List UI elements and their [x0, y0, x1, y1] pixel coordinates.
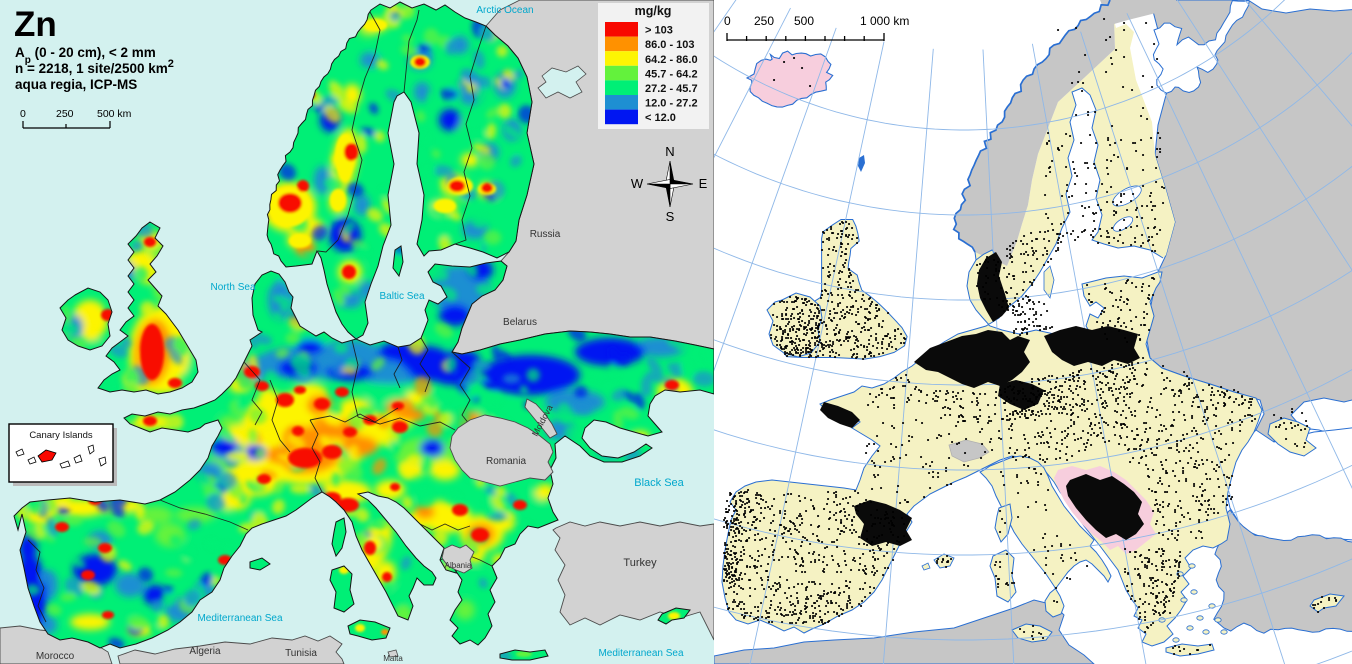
svg-text:Black Sea: Black Sea	[634, 477, 684, 489]
svg-text:Romania: Romania	[486, 456, 526, 467]
svg-text:45.7 - 64.2: 45.7 - 64.2	[645, 68, 698, 80]
svg-text:Mediterranean Sea: Mediterranean Sea	[598, 648, 683, 659]
svg-text:S: S	[666, 209, 675, 224]
svg-text:Morocco: Morocco	[36, 651, 75, 662]
svg-text:250: 250	[56, 108, 74, 120]
svg-text:N: N	[665, 144, 674, 159]
svg-text:Canary Islands: Canary Islands	[29, 430, 93, 441]
svg-text:< 12.0: < 12.0	[645, 112, 676, 124]
svg-text:Zn: Zn	[14, 5, 57, 44]
svg-text:500: 500	[794, 14, 814, 28]
svg-text:Algeria: Algeria	[189, 646, 221, 657]
svg-text:n = 2218, 1 site/2500 km2: n = 2218, 1 site/2500 km2	[15, 58, 174, 76]
svg-text:12.0 - 27.2: 12.0 - 27.2	[645, 98, 698, 110]
svg-text:Baltic Sea: Baltic Sea	[379, 291, 424, 302]
svg-text:North Sea: North Sea	[210, 282, 255, 293]
svg-text:W: W	[631, 176, 644, 191]
svg-text:0: 0	[20, 108, 26, 120]
svg-text:Arctic Ocean: Arctic Ocean	[476, 5, 533, 16]
svg-text:> 103: > 103	[645, 25, 673, 37]
svg-text:64.2 - 86.0: 64.2 - 86.0	[645, 54, 698, 66]
svg-text:mg/kg: mg/kg	[635, 4, 672, 18]
svg-text:Turkey: Turkey	[623, 557, 657, 569]
svg-text:86.0 - 103: 86.0 - 103	[645, 39, 695, 51]
svg-text:0: 0	[724, 14, 731, 28]
svg-text:250: 250	[754, 14, 774, 28]
svg-text:Malta: Malta	[383, 654, 403, 663]
svg-text:Belarus: Belarus	[503, 317, 537, 328]
svg-text:Mediterranean Sea: Mediterranean Sea	[197, 613, 282, 624]
svg-text:1 000 km: 1 000 km	[860, 14, 909, 28]
svg-text:Russia: Russia	[530, 229, 561, 240]
svg-text:Tunisia: Tunisia	[285, 648, 317, 659]
svg-text:500 km: 500 km	[97, 108, 132, 120]
svg-text:Albania: Albania	[445, 561, 472, 570]
svg-text:27.2 - 45.7: 27.2 - 45.7	[645, 83, 698, 95]
svg-text:aqua regia, ICP-MS: aqua regia, ICP-MS	[15, 77, 137, 92]
svg-text:E: E	[699, 176, 708, 191]
